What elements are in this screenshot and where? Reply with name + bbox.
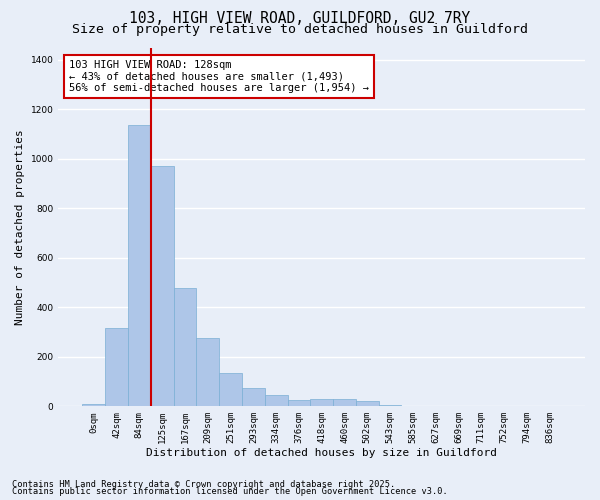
Bar [287,400,310,406]
Bar [265,395,287,406]
Bar [356,402,379,406]
Text: 103 HIGH VIEW ROAD: 128sqm
← 43% of detached houses are smaller (1,493)
56% of s: 103 HIGH VIEW ROAD: 128sqm ← 43% of deta… [69,60,369,94]
Bar [82,404,105,406]
Bar [173,288,196,406]
Bar [242,388,265,406]
Bar [333,400,356,406]
Y-axis label: Number of detached properties: Number of detached properties [15,129,25,324]
Bar [128,126,151,406]
Bar [379,405,401,406]
Bar [196,338,219,406]
Text: 103, HIGH VIEW ROAD, GUILDFORD, GU2 7RY: 103, HIGH VIEW ROAD, GUILDFORD, GU2 7RY [130,11,470,26]
Bar [151,166,173,406]
Text: Size of property relative to detached houses in Guildford: Size of property relative to detached ho… [72,22,528,36]
Bar [105,328,128,406]
Text: Contains HM Land Registry data © Crown copyright and database right 2025.: Contains HM Land Registry data © Crown c… [12,480,395,489]
Bar [310,399,333,406]
X-axis label: Distribution of detached houses by size in Guildford: Distribution of detached houses by size … [146,448,497,458]
Bar [219,373,242,406]
Text: Contains public sector information licensed under the Open Government Licence v3: Contains public sector information licen… [12,488,448,496]
